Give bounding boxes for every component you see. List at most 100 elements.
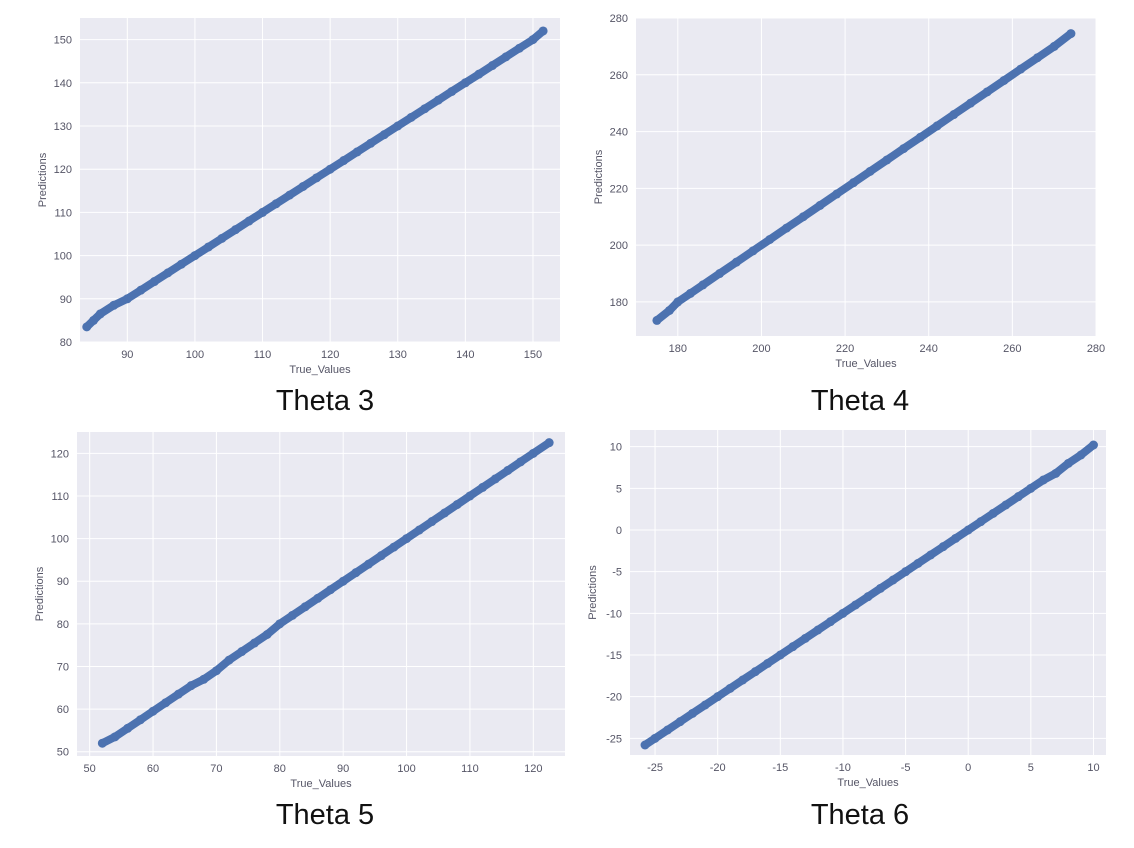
data-point: [393, 121, 403, 131]
data-point: [503, 465, 513, 475]
data-point: [813, 625, 823, 635]
x-tick-label: 5: [1028, 762, 1034, 774]
data-point: [312, 173, 322, 183]
data-point: [538, 26, 548, 36]
data-point: [186, 681, 196, 691]
data-point: [89, 315, 99, 325]
y-tick-label: 280: [610, 13, 628, 25]
data-point: [782, 223, 792, 233]
x-axis-label: True_Values: [837, 777, 899, 789]
data-point: [95, 309, 105, 319]
y-tick-label: 180: [610, 297, 628, 309]
data-point: [325, 164, 335, 174]
chart-panel-theta-5: 50 60 70 80 90 100 110 120 50 60 70 80 90 100 110 120 Tr…: [0, 424, 567, 848]
data-point: [97, 738, 107, 748]
data-point: [244, 216, 254, 226]
y-tick-label: 110: [54, 207, 72, 219]
x-tick-label: -5: [901, 762, 911, 774]
data-point: [447, 86, 457, 96]
x-tick-label: 140: [456, 349, 474, 361]
data-point: [664, 305, 674, 315]
data-point: [775, 650, 785, 660]
x-tick-label: 120: [321, 349, 339, 361]
data-point: [888, 575, 898, 585]
x-axis-label: True_Values: [289, 364, 351, 376]
data-point: [800, 633, 810, 643]
data-point: [1066, 29, 1076, 39]
data-point: [815, 200, 825, 210]
data-point: [516, 457, 526, 467]
data-point: [136, 285, 146, 295]
data-point: [199, 674, 209, 684]
y-tick-label: -20: [606, 692, 622, 704]
y-tick-label: 120: [54, 164, 72, 176]
data-point: [224, 655, 234, 665]
data-point: [190, 251, 200, 261]
data-point: [901, 567, 911, 577]
data-point: [379, 130, 389, 140]
data-point: [1051, 468, 1061, 478]
data-point: [1032, 53, 1042, 63]
data-point: [932, 121, 942, 131]
chart-caption: Theta 4: [810, 385, 910, 417]
data-point: [688, 708, 698, 718]
data-point: [963, 525, 973, 535]
data-point: [406, 112, 416, 122]
y-tick-label: 100: [51, 534, 69, 546]
data-point: [731, 257, 741, 267]
chart-caption: Theta 5: [275, 799, 375, 831]
data-point: [1013, 492, 1023, 502]
data-point: [882, 155, 892, 165]
data-point: [135, 715, 145, 725]
data-point: [966, 98, 976, 108]
x-axis-label: True_Values: [290, 778, 352, 790]
y-axis-label: Predictions: [37, 152, 49, 207]
y-tick-label: 0: [616, 525, 622, 537]
chart-caption: Theta 6: [810, 799, 910, 831]
y-tick-label: 70: [57, 661, 69, 673]
x-tick-label: -10: [835, 762, 851, 774]
data-point: [876, 583, 886, 593]
x-tick-label: 200: [752, 343, 770, 355]
data-point: [487, 61, 497, 71]
data-point: [203, 242, 213, 252]
data-point: [825, 617, 835, 627]
data-point: [832, 189, 842, 199]
data-point: [1076, 450, 1086, 460]
y-tick-label: 140: [54, 78, 72, 90]
data-point: [460, 78, 470, 88]
data-point: [1063, 458, 1073, 468]
data-point: [700, 700, 710, 710]
y-tick-label: -10: [606, 608, 622, 620]
data-point: [544, 438, 554, 448]
data-point: [1038, 475, 1048, 485]
data-point: [389, 542, 399, 552]
data-point: [478, 482, 488, 492]
data-point: [249, 638, 259, 648]
x-tick-label: 240: [920, 343, 938, 355]
data-point: [211, 666, 221, 676]
data-point: [865, 166, 875, 176]
data-point: [673, 297, 683, 307]
y-tick-label: 260: [610, 70, 628, 82]
data-point: [474, 69, 484, 79]
data-point: [300, 602, 310, 612]
data-point: [285, 190, 295, 200]
data-point: [1049, 41, 1059, 51]
x-tick-label: 110: [461, 763, 479, 775]
data-point: [675, 717, 685, 727]
data-point: [848, 178, 858, 188]
x-tick-label: 60: [147, 763, 159, 775]
data-point: [999, 75, 1009, 85]
chart-panel-theta-6: -25 -20 -15 -10 -5 0 5 10 -25 -20 -15 -10 -5 0 5 10 True…: [567, 424, 1134, 848]
data-point: [376, 551, 386, 561]
data-point: [452, 499, 462, 509]
y-tick-label: 90: [60, 294, 72, 306]
data-point: [338, 576, 348, 586]
data-point: [763, 658, 773, 668]
data-point: [176, 259, 186, 269]
data-point: [440, 508, 450, 518]
data-point: [433, 95, 443, 105]
data-point: [271, 199, 281, 209]
x-tick-label: -20: [710, 762, 726, 774]
